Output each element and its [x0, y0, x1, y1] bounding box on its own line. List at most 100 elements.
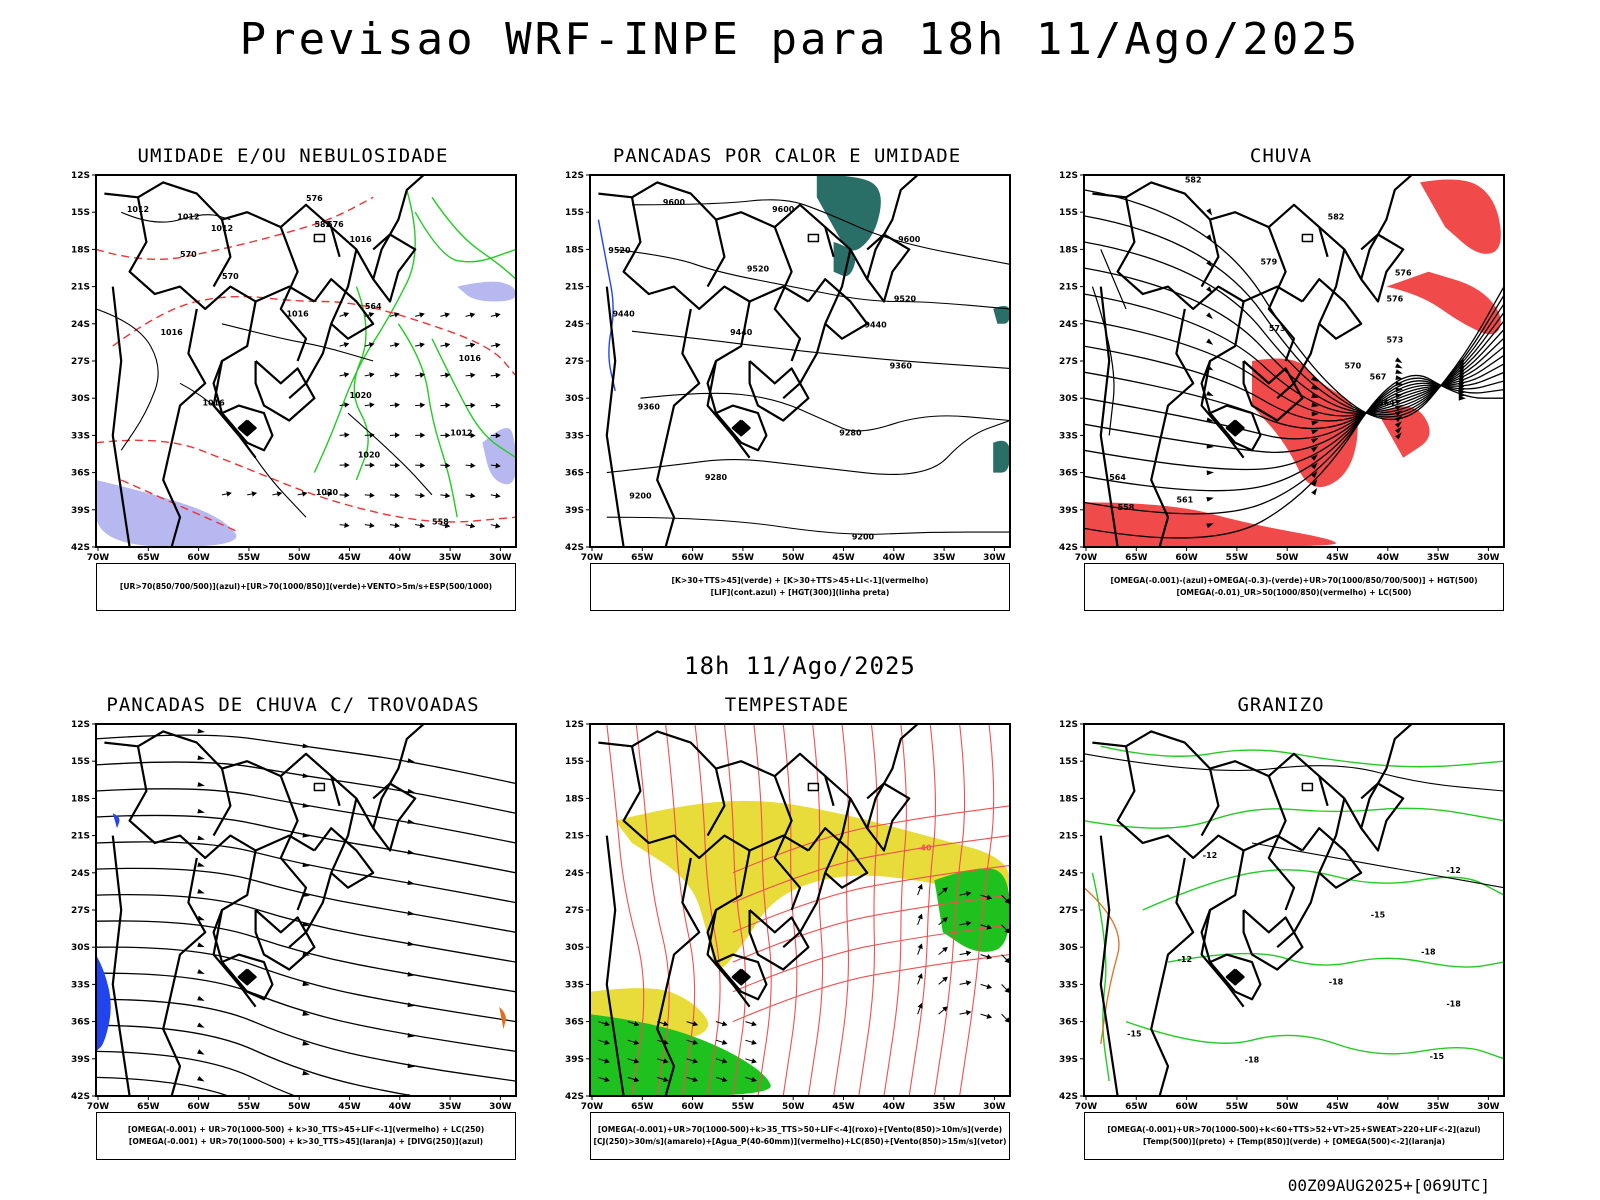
streamline	[96, 867, 516, 933]
federal-district	[807, 782, 820, 792]
lat-tick-label: 30S	[71, 394, 90, 404]
lon-tick-label: 35W	[933, 553, 956, 563]
streamline-arrow	[1458, 366, 1465, 374]
streamline-arrow	[1311, 384, 1319, 390]
border-line	[288, 798, 358, 949]
border-line	[212, 219, 232, 288]
streamline	[96, 1076, 231, 1096]
contour-line	[631, 330, 1010, 369]
border-line	[1242, 360, 1304, 422]
lon-tick-label: 35W	[1427, 553, 1450, 563]
streamline	[96, 1024, 418, 1096]
plot-border	[1083, 723, 1505, 1097]
border-line	[605, 835, 625, 1096]
lon-tick-label: 70W	[1075, 553, 1098, 563]
wind-vector-head	[226, 491, 232, 497]
wind-vector-head	[369, 492, 375, 499]
height-contours	[606, 199, 1010, 535]
streamline	[883, 724, 907, 1096]
wind-green	[590, 868, 1010, 1096]
legend-line: [OMEGA(-0.001) + UR>70(1000-500) + k>30_…	[128, 1137, 484, 1146]
border-line	[104, 181, 341, 258]
wind-vector-head	[394, 492, 401, 499]
map-content	[96, 724, 516, 1096]
lon-tick-label: 45W	[832, 1102, 855, 1112]
border-line	[773, 226, 802, 362]
map-content	[1084, 175, 1504, 547]
border-line	[104, 730, 341, 807]
legend-line: [OMEGA(-0.001)-(azul)+OMEGA(-0.3)-(verde…	[1110, 576, 1478, 585]
border-line	[1150, 308, 1195, 547]
streamline-arrow	[302, 1040, 310, 1046]
contour-label: -18	[1421, 948, 1436, 957]
streamline-arrow	[197, 915, 205, 921]
wind-vector-head	[444, 312, 451, 318]
wind-vector-head	[419, 522, 426, 529]
contour-line	[353, 286, 369, 481]
contour-label: 1020	[316, 488, 339, 497]
lon-tick-label: 70W	[581, 1102, 604, 1112]
contour-label: 570	[1344, 361, 1361, 370]
wind-vector-head	[965, 1010, 972, 1016]
streamline-arrow	[197, 835, 205, 841]
mid-title: 18h 11/Ago/2025	[684, 652, 916, 680]
lon-tick-label: 30W	[1477, 553, 1500, 563]
streamline-arrow	[1458, 363, 1465, 371]
thickness-red	[96, 196, 516, 533]
lon-tick-label: 50W	[288, 553, 311, 563]
contour-line	[631, 199, 1010, 265]
border-line	[254, 909, 316, 971]
lat-tick-label: 21S	[71, 283, 90, 293]
streamline-arrow	[1311, 470, 1318, 479]
wind-vector-head	[986, 1013, 993, 1019]
wind-vector-head	[604, 1076, 610, 1083]
border-line	[1099, 286, 1119, 547]
wind-vector-head	[692, 1039, 699, 1045]
streamline-arrow	[1311, 445, 1319, 453]
plot-border	[95, 723, 517, 1097]
streamline-arrow	[1458, 395, 1466, 401]
wind-vector-head	[469, 522, 476, 529]
wind-vector-head	[419, 492, 426, 499]
wind-vector-head	[420, 432, 426, 439]
lon-tick-label: 45W	[1326, 553, 1349, 563]
border-line	[1267, 775, 1296, 911]
contour-label: 9520	[894, 294, 917, 303]
wind-vector-head	[917, 913, 923, 920]
contour-label: 9520	[747, 265, 770, 274]
wind-vector-head	[751, 1058, 757, 1064]
country-borders	[598, 724, 919, 1096]
wind-vector-head	[633, 1039, 640, 1045]
lat-tick-label: 33S	[71, 431, 90, 441]
wind-vector-head	[1004, 987, 1010, 994]
contour-label: 576	[306, 194, 323, 203]
border-line	[706, 850, 751, 1008]
lat-tick-label: 36S	[1059, 1018, 1078, 1028]
streamline-arrow	[1311, 429, 1319, 435]
legend-line: [OMEGA(-0.001)+UR>70(1000-500)+k<60+TTS>…	[1107, 1125, 1481, 1134]
lat-tick-label: 12S	[565, 720, 584, 730]
wind-vector-head	[633, 1058, 640, 1064]
streamline	[96, 946, 516, 1023]
federal-district	[313, 782, 326, 792]
streamline-arrow	[1395, 393, 1403, 399]
wind-vector-head	[369, 522, 375, 529]
border-line	[773, 775, 802, 911]
lon-tick-label: 30W	[1477, 1102, 1500, 1112]
wind-vector-head	[917, 973, 923, 979]
contour-label: 576	[1386, 294, 1403, 303]
lat-tick-label: 21S	[1059, 283, 1078, 293]
lat-tick-label: 12S	[1059, 720, 1078, 730]
contour-label: 558	[1118, 503, 1135, 512]
streamline-arrow	[1311, 462, 1318, 470]
lat-tick-label: 36S	[565, 469, 584, 479]
wind-vector-head	[604, 1021, 610, 1027]
wind-vector-head	[942, 1006, 948, 1012]
wind-vector-head	[344, 492, 350, 498]
streamline-arrow	[1395, 381, 1403, 387]
contour-label: 1020	[349, 391, 372, 400]
lat-tick-label: 42S	[71, 1092, 90, 1102]
border-line	[330, 175, 425, 281]
streamline-arrow	[1311, 487, 1318, 496]
